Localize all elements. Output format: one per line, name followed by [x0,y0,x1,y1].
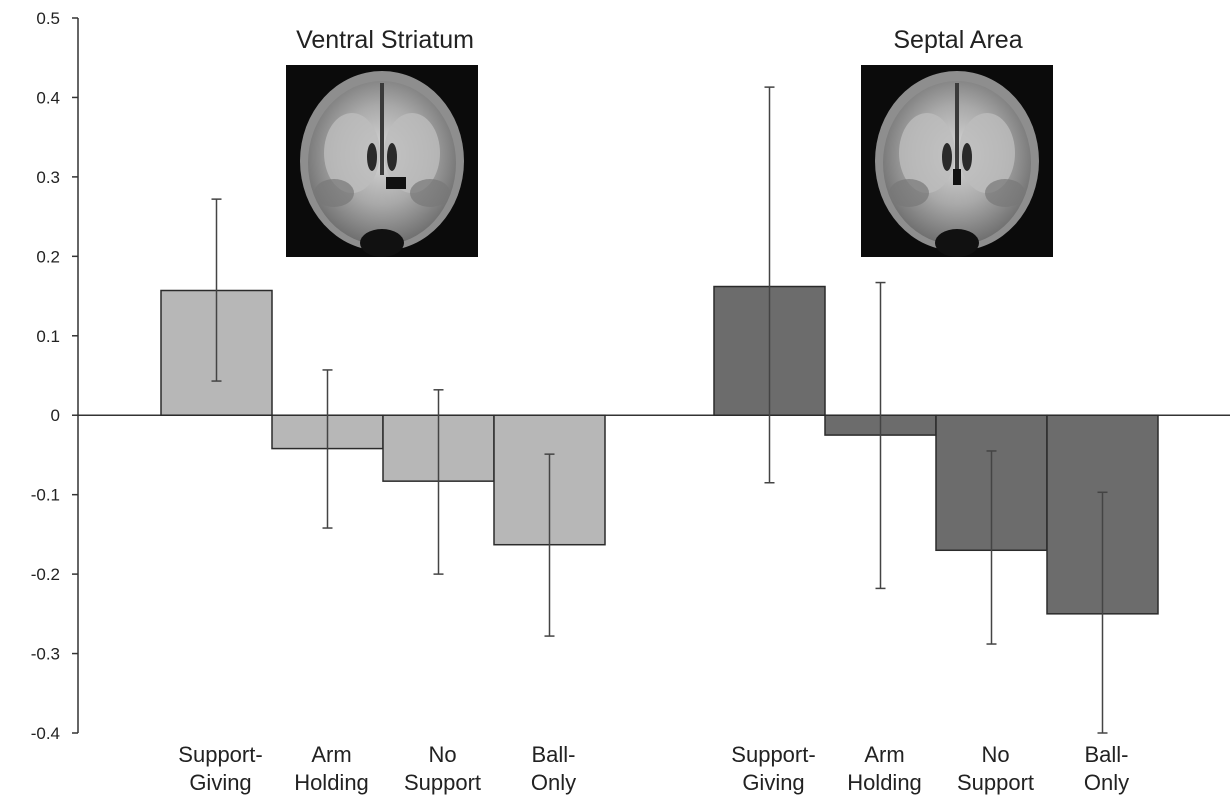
brain-scan-image [286,65,478,257]
y-tick-label: 0.5 [36,9,60,28]
error-bar [764,86,775,484]
error-bar [544,453,555,637]
panel-title: Ventral Striatum [296,26,474,54]
y-tick-label: -0.1 [31,486,60,505]
error-bar [322,369,333,529]
roi-marker [386,177,406,189]
brain-scan-image [861,65,1053,257]
y-tick-label: 0 [51,406,60,425]
panel-title: Septal Area [893,26,1022,54]
labels-layer: Ventral Striatum Support- Giving Arm Holding… [178,26,1129,795]
category-label: Giving [189,770,251,795]
y-tick-label: 0.4 [36,88,60,107]
category-label: Holding [294,770,369,795]
category-label: Only [531,770,576,795]
category-label: Arm [311,742,351,767]
error-bar [433,389,444,575]
category-label: Support- [731,742,815,767]
category-label: No [981,742,1009,767]
roi-marker [953,169,961,185]
category-label: Ball- [1084,742,1128,767]
category-label: Arm [864,742,904,767]
y-tick-label: 0.3 [36,168,60,187]
category-label: Only [1084,770,1129,795]
y-tick-label: 0.2 [36,247,60,266]
y-tick-label: -0.4 [31,724,60,743]
error-bar [211,198,222,382]
error-bar [875,281,886,590]
y-tick-label: -0.2 [31,565,60,584]
category-label: Support [957,770,1034,795]
error-bar [986,450,997,645]
category-label: No [428,742,456,767]
category-label: Holding [847,770,922,795]
category-label: Giving [742,770,804,795]
category-label: Support [404,770,481,795]
category-label: Support- [178,742,262,767]
bars-layer [160,86,1159,734]
y-tick-label: -0.3 [31,645,60,664]
error-bar [1097,491,1108,734]
category-label: Ball- [531,742,575,767]
y-tick-label: 0.1 [36,327,60,346]
